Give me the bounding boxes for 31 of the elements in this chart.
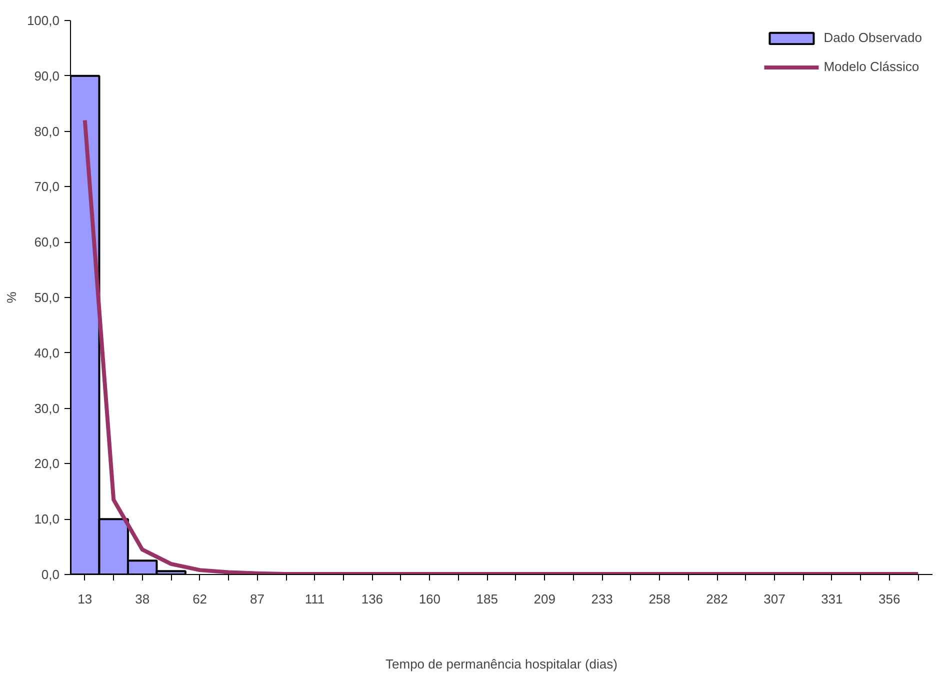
x-tick-label: 87	[250, 592, 265, 606]
x-tick-label: 38	[135, 592, 150, 606]
y-tick-label: 40,0	[34, 345, 60, 360]
legend-label: Dado Observado	[824, 30, 922, 45]
y-tick-label: 50,0	[34, 290, 60, 305]
x-tick-label: 258	[648, 592, 670, 606]
x-tick-label: 209	[534, 592, 556, 606]
line-series	[82, 118, 920, 574]
y-axis-title: %	[4, 291, 19, 304]
x-tick-label: 307	[764, 592, 786, 606]
x-tick-label: 331	[821, 592, 843, 606]
y-tick-label: 20,0	[34, 456, 60, 472]
x-tick-label: 13	[78, 592, 92, 606]
x-axis-title: Tempo de permanência hospitalar (dias)	[386, 656, 618, 672]
y-tick-label: 70,0	[34, 179, 60, 194]
x-tick-label: 136	[361, 592, 384, 606]
y-tick-label: 60,0	[34, 234, 60, 250]
y-tick-label: 100,0	[26, 13, 60, 28]
x-tick-label: 111	[304, 592, 325, 606]
y-tick-label: 0,0	[41, 567, 60, 582]
y-tick-label: 90,0	[34, 68, 60, 84]
x-tick-label: 282	[706, 592, 728, 606]
x-tick-label: 233	[591, 592, 613, 606]
x-tick-label: 62	[192, 592, 208, 606]
x-tick-label: 185	[476, 592, 498, 606]
x-tick-label: 160	[418, 592, 441, 606]
y-tick-label: 30,0	[34, 400, 60, 416]
legend-label: Modelo Clássico	[824, 59, 920, 74]
x-tick-label: 356	[878, 592, 900, 606]
y-tick-label: 10,0	[34, 512, 60, 527]
y-tick-label: 80,0	[34, 124, 60, 139]
